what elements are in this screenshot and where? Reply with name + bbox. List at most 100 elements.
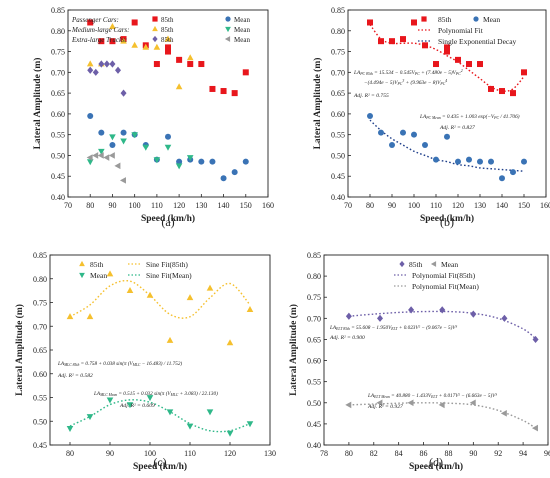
chart-panel-b: 70 80 90 100 110 120 130 140 150 160 0.40 0.45 0.50 0… <box>312 6 550 229</box>
data-point-triangle-down <box>186 155 194 162</box>
x-axis-label: Speed (km/h) <box>141 213 195 224</box>
data-point-triangle-up <box>146 291 154 298</box>
equation: LAPC 85th = 15.534 − 0.545VPC + (7.480e … <box>353 69 463 76</box>
data-point-square <box>455 56 461 63</box>
y-tick-label: 0.55 <box>33 394 47 403</box>
fit-line <box>69 399 251 433</box>
x-tick-label: 88 <box>444 449 452 458</box>
y-tick-label: 0.50 <box>51 151 65 160</box>
y-axis-label: Lateral Amplitude (m) <box>32 58 43 150</box>
x-tick-label: 94 <box>519 449 527 458</box>
data-point-triangle-up <box>79 260 85 267</box>
data-point-triangle-left <box>92 152 99 159</box>
chart-panel-c: 80 90 100 110 120 130 0.45 0.50 0.55 0.60 0.65 0.70… <box>14 251 276 472</box>
data-point-square <box>477 61 483 68</box>
x-tick-label: 84 <box>395 449 403 458</box>
legend-item-label: 85th <box>438 15 452 24</box>
y-tick-label: 0.55 <box>307 378 321 387</box>
plot-frame <box>347 9 547 198</box>
y-tick-label: 0.80 <box>33 275 47 284</box>
x-tick-label: 90 <box>469 449 477 458</box>
data-point-triangle-down <box>146 395 154 402</box>
data-point-diamond <box>408 306 415 314</box>
legend-item-label: Sine Fit(Mean) <box>146 271 192 280</box>
data-point-triangle-left <box>345 401 352 409</box>
y-tick-label: 0.70 <box>51 68 65 77</box>
data-point-circle <box>165 133 171 140</box>
x-tick-label: 130 <box>264 449 276 458</box>
data-point-triangle-down <box>86 159 94 166</box>
legend-item-label: 85th <box>161 16 174 24</box>
adj-r2: Adj. R² = 0.927 <box>367 404 403 410</box>
data-point-triangle-left <box>376 399 383 407</box>
x-tick-label: 160 <box>262 201 274 210</box>
legend-item-label: Mean <box>90 271 107 280</box>
plot-frame <box>49 254 271 446</box>
data-point-square <box>165 48 171 55</box>
data-point-triangle-up <box>131 41 138 48</box>
data-point-triangle-up <box>66 313 74 320</box>
legend-item-label: Mean <box>441 260 458 269</box>
equation: −(4.494e − 5)VPC3 + (9.963e − 8)VPC4 <box>364 79 447 86</box>
legend-item-label: 85th <box>161 26 174 34</box>
data-point-circle <box>400 129 406 136</box>
data-point-diamond <box>345 312 352 320</box>
data-point-triangle-down <box>164 144 172 151</box>
x-tick-label: 78 <box>320 449 328 458</box>
data-point-triangle-up <box>86 60 94 67</box>
data-point-diamond <box>92 68 99 76</box>
data-point-circle <box>176 158 183 165</box>
y-tick-label: 0.75 <box>51 48 65 57</box>
data-point-triangle-left <box>469 399 476 407</box>
data-point-square <box>152 16 158 22</box>
data-point-circle <box>521 158 527 165</box>
x-tick-label: 96 <box>544 449 550 458</box>
y-tick-label: 0.85 <box>331 6 345 15</box>
data-point-triangle-left <box>119 177 126 184</box>
data-point-triangle-left <box>97 152 104 159</box>
data-point-square <box>220 88 227 95</box>
x-tick-label: 130 <box>474 201 486 210</box>
data-point-square <box>367 19 373 26</box>
x-tick-label: 86 <box>420 449 428 458</box>
data-point-square <box>231 90 238 97</box>
y-tick-label: 0.60 <box>331 110 345 119</box>
y-axis-label: Lateral Amplitude (m) <box>14 304 25 396</box>
y-tick-label: 0.55 <box>331 131 345 140</box>
adj-r2: Adj. R² = 0.755 <box>353 93 389 99</box>
data-point-triangle-down <box>86 414 94 421</box>
fit-line <box>348 310 537 340</box>
x-tick-label: 90 <box>388 201 396 210</box>
data-point-triangle-up <box>142 43 150 50</box>
data-point-diamond <box>152 35 158 43</box>
data-point-diamond <box>439 306 446 314</box>
data-point-circle <box>477 158 483 165</box>
data-point-square <box>87 19 94 26</box>
equation: LAMLC 85th = 0.758 + 0.038 sin(π (VMLC −… <box>57 360 182 367</box>
data-point-triangle-down <box>206 409 214 416</box>
panel-label: (c) <box>153 455 166 469</box>
data-point-triangle-down <box>142 144 150 151</box>
data-point-triangle-down <box>153 157 161 164</box>
data-point-circle <box>510 169 516 176</box>
y-tick-label: 0.70 <box>331 68 345 77</box>
data-point-square <box>466 61 472 68</box>
data-point-triangle-left <box>224 36 231 42</box>
data-point-square <box>187 61 194 68</box>
data-point-square <box>389 38 395 45</box>
data-point-square <box>444 48 450 55</box>
data-point-circle <box>499 175 505 182</box>
adj-r2: Adj. R² = 0.609 <box>119 403 155 409</box>
y-tick-label: 0.85 <box>307 251 321 260</box>
y-tick-label: 0.80 <box>307 272 321 281</box>
data-point-circle <box>225 16 231 22</box>
data-point-circle <box>378 129 384 136</box>
data-point-square <box>521 69 527 76</box>
data-point-diamond <box>532 335 539 344</box>
y-tick-label: 0.75 <box>331 48 345 57</box>
x-tick-label: 140 <box>496 201 508 210</box>
y-tick-label: 0.40 <box>307 441 321 450</box>
y-tick-label: 0.70 <box>307 314 321 323</box>
x-tick-label: 90 <box>106 449 114 458</box>
data-point-square <box>400 36 406 43</box>
